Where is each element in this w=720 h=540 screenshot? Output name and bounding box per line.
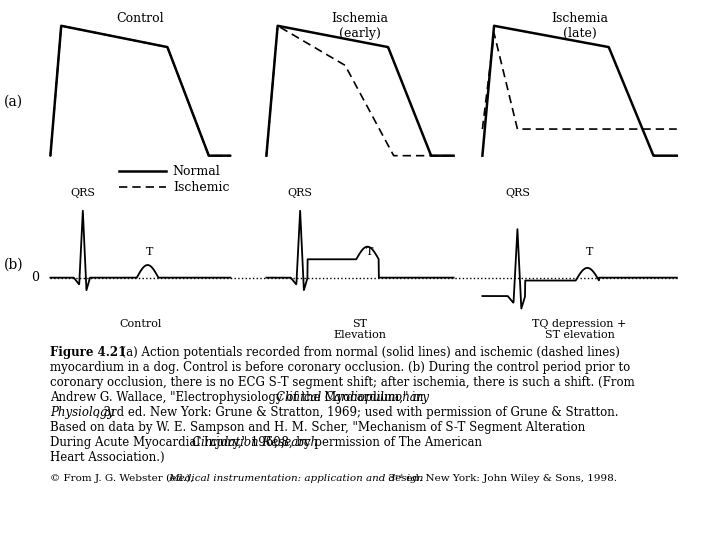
- Text: Heart Association.): Heart Association.): [50, 451, 165, 464]
- Text: Ischemia
(early): Ischemia (early): [331, 12, 389, 40]
- Text: ST
Elevation: ST Elevation: [333, 319, 387, 340]
- Text: Ischemia
(late): Ischemia (late): [551, 12, 608, 40]
- Text: . 3ʳᵈ ed. New York: John Wiley & Sons, 1998.: . 3ʳᵈ ed. New York: John Wiley & Sons, 1…: [382, 474, 616, 483]
- Text: T: T: [585, 247, 593, 257]
- Text: coronary occlusion, there is no ECG S-T segment shift; after ischemia, there is : coronary occlusion, there is no ECG S-T …: [50, 376, 635, 389]
- Text: Figure 4.21: Figure 4.21: [50, 346, 127, 359]
- Text: 0: 0: [32, 271, 40, 284]
- Text: Normal: Normal: [173, 165, 220, 178]
- Text: © From J. G. Webster (ed.),: © From J. G. Webster (ed.),: [50, 474, 197, 483]
- Text: Circulation Research: Circulation Research: [192, 436, 318, 449]
- Text: TQ depression +
ST elevation: TQ depression + ST elevation: [532, 319, 627, 340]
- Text: (a): (a): [4, 94, 23, 109]
- Text: Control: Control: [117, 12, 164, 25]
- Text: Andrew G. Wallace, "Electrophysiology of the Myocardium," in: Andrew G. Wallace, "Electrophysiology of…: [50, 391, 428, 404]
- Text: Medical instrumentation: application and design: Medical instrumentation: application and…: [168, 474, 423, 483]
- Text: During Acute Myocardial Injury," 1960,: During Acute Myocardial Injury," 1960,: [50, 436, 289, 449]
- Text: (b): (b): [4, 258, 23, 272]
- Text: , 8, by permission of The American: , 8, by permission of The American: [274, 436, 482, 449]
- Text: Control: Control: [120, 319, 161, 329]
- Text: QRS: QRS: [505, 188, 530, 198]
- Text: T: T: [366, 247, 373, 257]
- Text: , 3rd ed. New York: Grune & Stratton, 1969; used with permission of Grune & Stra: , 3rd ed. New York: Grune & Stratton, 19…: [96, 406, 618, 419]
- Text: Ischemic: Ischemic: [173, 181, 229, 194]
- Text: Based on data by W. E. Sampson and H. M. Scher, "Mechanism of S-T Segment Altera: Based on data by W. E. Sampson and H. M.…: [50, 421, 585, 434]
- Text: QRS: QRS: [287, 188, 312, 198]
- Text: (a) Action potentials recorded from normal (solid lines) and ischemic (dashed li: (a) Action potentials recorded from norm…: [114, 346, 620, 359]
- Text: QRS: QRS: [71, 188, 95, 198]
- Text: Physiology: Physiology: [50, 406, 114, 419]
- Text: T: T: [145, 247, 153, 257]
- Text: myocardium in a dog. Control is before coronary occlusion. (b) During the contro: myocardium in a dog. Control is before c…: [50, 361, 631, 374]
- Text: Clinical Cardiopulmonary: Clinical Cardiopulmonary: [276, 391, 429, 404]
